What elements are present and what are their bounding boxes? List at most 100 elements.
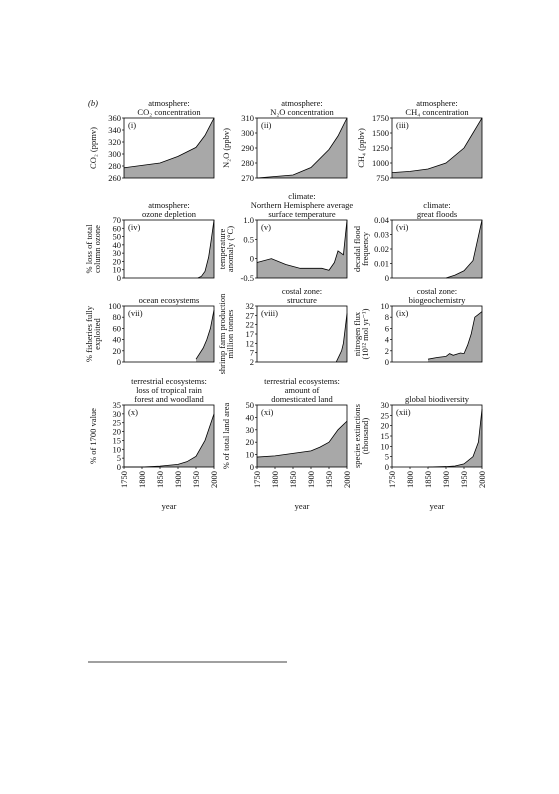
y-tick-label: 290 (241, 143, 254, 153)
y-axis-label: CH₄ (ppbv) (356, 128, 366, 168)
area (197, 220, 214, 278)
panel-label: (iii) (396, 120, 409, 130)
chart-title: costal zone: (417, 286, 457, 296)
y-tick-label: 10 (246, 450, 255, 460)
panel-label: (ix) (396, 308, 408, 318)
panel-label: (viii) (261, 308, 278, 318)
y-tick-label: 4 (385, 335, 390, 345)
line (195, 309, 215, 360)
line (197, 219, 215, 279)
y-tick-label: 60 (113, 323, 122, 333)
chart-title: great floods (417, 209, 457, 219)
y-tick-label: 7 (250, 348, 254, 358)
y-axis-label: % of total land area (221, 403, 231, 470)
line (427, 409, 483, 468)
area (124, 413, 214, 467)
chart-title: forest and woodland (134, 394, 204, 404)
y-tick-label: 22 (246, 320, 255, 330)
y-tick-label: 10 (113, 444, 122, 454)
panel-label: (vi) (396, 222, 408, 232)
chart-title: ocean ecosystems (139, 295, 200, 305)
x-tick-label: 1800 (270, 471, 280, 488)
area (428, 311, 482, 362)
area (336, 313, 347, 362)
y-tick-label: 300 (108, 149, 121, 159)
x-axis-label: year (295, 501, 310, 511)
area (392, 118, 482, 178)
chart-title: atmosphere: (148, 200, 190, 210)
panel-label: (xi) (261, 407, 273, 417)
y-tick-label: 2 (385, 346, 389, 356)
y-axis-label: shrimp farm production (217, 293, 227, 374)
y-tick-label: 20 (113, 427, 122, 437)
y-tick-label: 280 (108, 161, 121, 171)
y-tick-label: 30 (113, 409, 122, 419)
y-tick-label: 10 (381, 441, 390, 451)
y-axis-label: frequency (360, 231, 370, 266)
x-tick-label: 1950 (459, 471, 469, 488)
x-tick-label: 1900 (173, 471, 183, 488)
y-axis-label: CO₂ (ppmv) (88, 127, 98, 169)
plot-frame (256, 404, 348, 468)
chart-title: ozone depletion (142, 209, 197, 219)
y-tick-label: 2 (250, 357, 254, 367)
plot-frame (391, 305, 483, 363)
chart-title: global biodiversity (405, 394, 470, 404)
x-tick-label: 1950 (191, 471, 201, 488)
y-tick-label: 10 (381, 301, 390, 311)
y-tick-label: 0.04 (374, 215, 390, 225)
y-tick-label: 17 (246, 329, 255, 339)
y-tick-label: 0.02 (374, 244, 389, 254)
line (427, 311, 483, 360)
y-tick-label: 0 (250, 462, 254, 472)
y-tick-label: 10 (113, 265, 122, 275)
chart-title: CO₂ concentration (137, 107, 201, 117)
y-tick-label: 15 (381, 431, 390, 441)
x-tick-label: 1850 (288, 471, 298, 488)
y-tick-label: 340 (108, 125, 121, 135)
y-axis-label: (10¹² mol yr⁻¹) (360, 308, 370, 359)
line (335, 313, 348, 363)
y-tick-label: 1500 (372, 128, 389, 138)
x-tick-label: 2000 (342, 471, 352, 488)
plot-frame (123, 117, 215, 179)
chart-title: terrestrial ecosystems: (264, 376, 340, 386)
panel-label: (x) (128, 407, 138, 417)
line (445, 219, 483, 279)
y-tick-label: 50 (246, 400, 255, 410)
figure-label: (b) (88, 98, 98, 108)
chart-title: climate: (423, 200, 450, 210)
x-tick-label: 1750 (119, 471, 129, 488)
y-tick-label: 8 (385, 312, 389, 322)
panel-label: (xii) (396, 407, 411, 417)
y-axis-label: (thousand) (360, 418, 370, 455)
y-tick-label: 12 (246, 338, 255, 348)
y-tick-label: -0.5 (241, 273, 254, 283)
chart-title: loss of tropical rain (136, 385, 203, 395)
y-tick-label: 100 (108, 301, 121, 311)
panel-label: (iv) (128, 222, 140, 232)
x-tick-label: 1900 (441, 471, 451, 488)
y-tick-label: 20 (246, 437, 255, 447)
y-tick-label: 260 (108, 173, 121, 183)
y-tick-label: 360 (108, 113, 121, 123)
chart-title: Northern Hemisphere average (251, 200, 354, 210)
x-tick-label: 1750 (387, 471, 397, 488)
y-tick-label: 5 (385, 452, 389, 462)
y-tick-label: 0.5 (243, 234, 254, 244)
plot-frame (123, 219, 215, 279)
chart-title: structure (287, 295, 317, 305)
chart-title: domesticated land (271, 394, 333, 404)
y-tick-label: 280 (241, 158, 254, 168)
y-tick-label: 1.0 (243, 215, 254, 225)
area (257, 220, 347, 278)
y-tick-label: 40 (113, 335, 122, 345)
y-tick-label: 1250 (372, 143, 389, 153)
chart-title: CH₄ concentration (405, 107, 469, 117)
y-tick-label: 0.01 (374, 259, 389, 269)
y-tick-label: 40 (246, 412, 255, 422)
y-tick-label: 0 (250, 254, 254, 264)
x-tick-label: 1800 (405, 471, 415, 488)
y-tick-label: 0 (385, 273, 389, 283)
